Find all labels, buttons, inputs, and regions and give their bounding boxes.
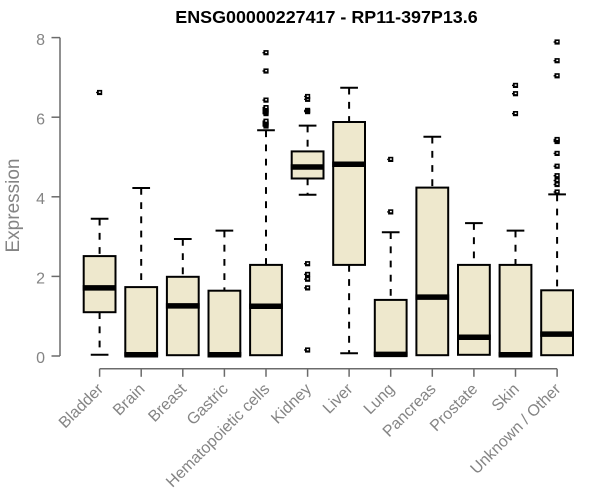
svg-text:6: 6: [36, 111, 45, 128]
svg-text:8: 8: [36, 32, 45, 49]
svg-text:2: 2: [36, 271, 45, 288]
svg-text:ENSG00000227417 - RP11-397P13.: ENSG00000227417 - RP11-397P13.6: [175, 7, 477, 27]
svg-text:4: 4: [36, 191, 45, 208]
svg-text:Expression: Expression: [3, 159, 24, 253]
svg-text:0: 0: [36, 350, 45, 367]
